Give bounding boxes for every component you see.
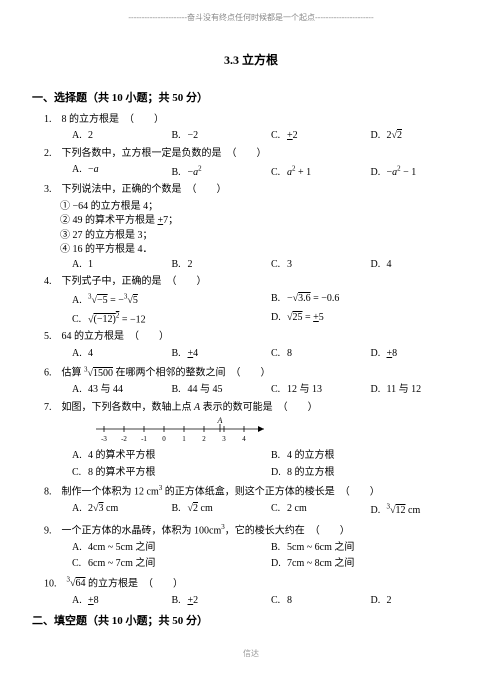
q2-opt-b: B.−a2 xyxy=(172,163,272,180)
page-title: 3.3 立方根 xyxy=(32,52,470,69)
q10-opt-a: A.+8 xyxy=(72,594,172,609)
q7-opt-a: A.4 的算术平方根 xyxy=(72,449,271,464)
question-9: 9. 一个正方体的水晶砖，体积为 100cm3，它的棱长大约在 （ ） A.4c… xyxy=(44,522,470,572)
q3-options: A.1 B.2 C.3 D.4 xyxy=(72,258,470,273)
q5-stem: 5. 64 的立方根是 （ ） xyxy=(44,330,470,345)
q1-opt-d: D.2√2 xyxy=(371,129,471,144)
q9-opt-d: D.7cm ~ 8cm 之间 xyxy=(271,557,470,572)
q4-options-row2: C.√(−12)2 = −12 D.√25 = +5 xyxy=(72,311,470,328)
q3-opt-a: A.1 xyxy=(72,258,172,273)
svg-text:A: A xyxy=(217,417,223,425)
svg-text:3: 3 xyxy=(222,435,226,443)
q1-opt-b: B.−2 xyxy=(172,129,272,144)
q1-opt-c: C.+±22 xyxy=(271,129,371,144)
q1-opt-a: A.2 xyxy=(72,129,172,144)
q8-options: A.2√3 cm B.√2 cm C.2 cm D.3√12 cm xyxy=(72,502,470,519)
question-7: 7. 如图，下列各数中，数轴上点 A 表示的数可能是 （ ） -3 -2 -1 0 1 2… xyxy=(44,401,470,481)
q6-opt-b: B.44 与 45 xyxy=(172,383,272,398)
q8-opt-c: C.2 cm xyxy=(271,502,371,519)
q1-options: A.2 B.−2 C.+±22 D.2√2 xyxy=(72,129,470,144)
q4-opt-d: D.√25 = +5 xyxy=(271,311,470,328)
q6-opt-c: C.12 与 13 xyxy=(271,383,371,398)
q5-opt-c: C.8 xyxy=(271,347,371,362)
q10-opt-c: C.8 xyxy=(271,594,371,609)
q9-options-row1: A.4cm ~ 5cm 之间 B.5cm ~ 6cm 之间 xyxy=(72,541,470,556)
q3-s1: ① −64 的立方根是 4； xyxy=(60,200,470,215)
q3-s2: ② 49 的算术平方根是 +7； xyxy=(60,214,470,229)
q2-opt-a: A.−a xyxy=(72,163,172,180)
q10-stem: 10. 3√64 的立方根是 （ ） xyxy=(44,575,470,592)
q6-stem: 6. 估算 3√1500 在哪两个相邻的整数之间 （ ） xyxy=(44,364,470,381)
question-10: 10. 3√64 的立方根是 （ ） A.+8 B.+2 C.8 D.2 xyxy=(44,575,470,608)
q7-opt-c: C.8 的算术平方根 xyxy=(72,466,271,481)
header-note: ----------------------奋斗没有终点任何时候都是一个起点--… xyxy=(32,12,470,24)
q6-opt-a: A.43 与 44 xyxy=(72,383,172,398)
q7-stem: 7. 如图，下列各数中，数轴上点 A 表示的数可能是 （ ） xyxy=(44,401,470,416)
q5-opt-b: B.+4 xyxy=(172,347,272,362)
page: ----------------------奋斗没有终点任何时候都是一个起点--… xyxy=(0,0,502,680)
q9-opt-a: A.4cm ~ 5cm 之间 xyxy=(72,541,271,556)
question-2: 2. 下列各数中，立方根一定是负数的是 （ ） A.−a B.−a2 C.a2 … xyxy=(44,147,470,180)
question-6: 6. 估算 3√1500 在哪两个相邻的整数之间 （ ） A.43 与 44 B… xyxy=(44,364,470,397)
q9-opt-b: B.5cm ~ 6cm 之间 xyxy=(271,541,470,556)
q2-options: A.−a B.−a2 C.a2 + 1 D.−a2 − 1 xyxy=(72,163,470,180)
q5-opt-a: A.4 xyxy=(72,347,172,362)
svg-text:2: 2 xyxy=(202,435,206,443)
q5-opt-d: D.+8 xyxy=(371,347,471,362)
q9-options-row2: C.6cm ~ 7cm 之间 D.7cm ~ 8cm 之间 xyxy=(72,557,470,572)
q2-stem: 2. 下列各数中，立方根一定是负数的是 （ ） xyxy=(44,147,470,162)
number-line-figure: -3 -2 -1 0 1 2 3 4 A xyxy=(94,417,274,445)
q2-opt-d: D.−a2 − 1 xyxy=(371,163,471,180)
q3-opt-b: B.2 xyxy=(172,258,272,273)
q5-options: A.4 B.+4 C.8 D.+8 xyxy=(72,347,470,362)
question-4: 4. 下列式子中，正确的是 （ ） A.3√−5 = −3√5 B.−√3.6 … xyxy=(44,275,470,327)
svg-text:1: 1 xyxy=(182,435,186,443)
q10-options: A.+8 B.+2 C.8 D.2 xyxy=(72,594,470,609)
q8-opt-a: A.2√3 cm xyxy=(72,502,172,519)
q7-options-row1: A.4 的算术平方根 B.4 的立方根 xyxy=(72,449,470,464)
question-3: 3. 下列说法中，正确的个数是 （ ） ① −64 的立方根是 4； ② 49 … xyxy=(44,183,470,272)
q3-s3: ③ 27 的立方根是 3； xyxy=(60,229,470,244)
q3-s4: ④ 16 的平方根是 4． xyxy=(60,243,470,258)
q9-stem: 9. 一个正方体的水晶砖，体积为 100cm3，它的棱长大约在 （ ） xyxy=(44,522,470,539)
q4-opt-c: C.√(−12)2 = −12 xyxy=(72,311,271,328)
q4-stem: 4. 下列式子中，正确的是 （ ） xyxy=(44,275,470,290)
q10-opt-b: B.+2 xyxy=(172,594,272,609)
q3-opt-d: D.4 xyxy=(371,258,471,273)
section-1-heading: 一、选择题（共 10 小题；共 50 分） xyxy=(32,91,470,107)
q3-opt-c: C.3 xyxy=(271,258,371,273)
q7-opt-b: B.4 的立方根 xyxy=(271,449,470,464)
q7-opt-d: D.8 的立方根 xyxy=(271,466,470,481)
q4-options-row1: A.3√−5 = −3√5 B.−√3.6 = −0.6 xyxy=(72,292,470,309)
q8-stem: 8. 制作一个体积为 12 cm3 的正方体纸盒，则这个正方体的棱长是 （ ） xyxy=(44,483,470,500)
q10-opt-d: D.2 xyxy=(371,594,471,609)
section-2-heading: 二、填空题（共 10 小题；共 50 分） xyxy=(32,614,470,630)
svg-text:-3: -3 xyxy=(101,435,107,443)
svg-text:-1: -1 xyxy=(141,435,147,443)
q8-opt-d: D.3√12 cm xyxy=(371,502,471,519)
q9-opt-c: C.6cm ~ 7cm 之间 xyxy=(72,557,271,572)
svg-text:0: 0 xyxy=(162,435,166,443)
footer-text: 信达 xyxy=(32,648,470,660)
q4-opt-b: B.−√3.6 = −0.6 xyxy=(271,292,470,309)
svg-text:-2: -2 xyxy=(121,435,127,443)
q6-options: A.43 与 44 B.44 与 45 C.12 与 13 D.11 与 12 xyxy=(72,383,470,398)
q8-opt-b: B.√2 cm xyxy=(172,502,272,519)
q1-stem: 1. 8 的立方根是 （ ） xyxy=(44,113,470,128)
q2-opt-c: C.a2 + 1 xyxy=(271,163,371,180)
q7-options-row2: C.8 的算术平方根 D.8 的立方根 xyxy=(72,466,470,481)
q3-stem: 3. 下列说法中，正确的个数是 （ ） xyxy=(44,183,470,198)
q4-opt-a: A.3√−5 = −3√5 xyxy=(72,292,271,309)
q6-opt-d: D.11 与 12 xyxy=(371,383,471,398)
question-8: 8. 制作一个体积为 12 cm3 的正方体纸盒，则这个正方体的棱长是 （ ） … xyxy=(44,483,470,519)
question-1: 1. 8 的立方根是 （ ） A.2 B.−2 C.+±22 D.2√2 xyxy=(44,113,470,144)
svg-text:4: 4 xyxy=(242,435,246,443)
question-5: 5. 64 的立方根是 （ ） A.4 B.+4 C.8 D.+8 xyxy=(44,330,470,361)
